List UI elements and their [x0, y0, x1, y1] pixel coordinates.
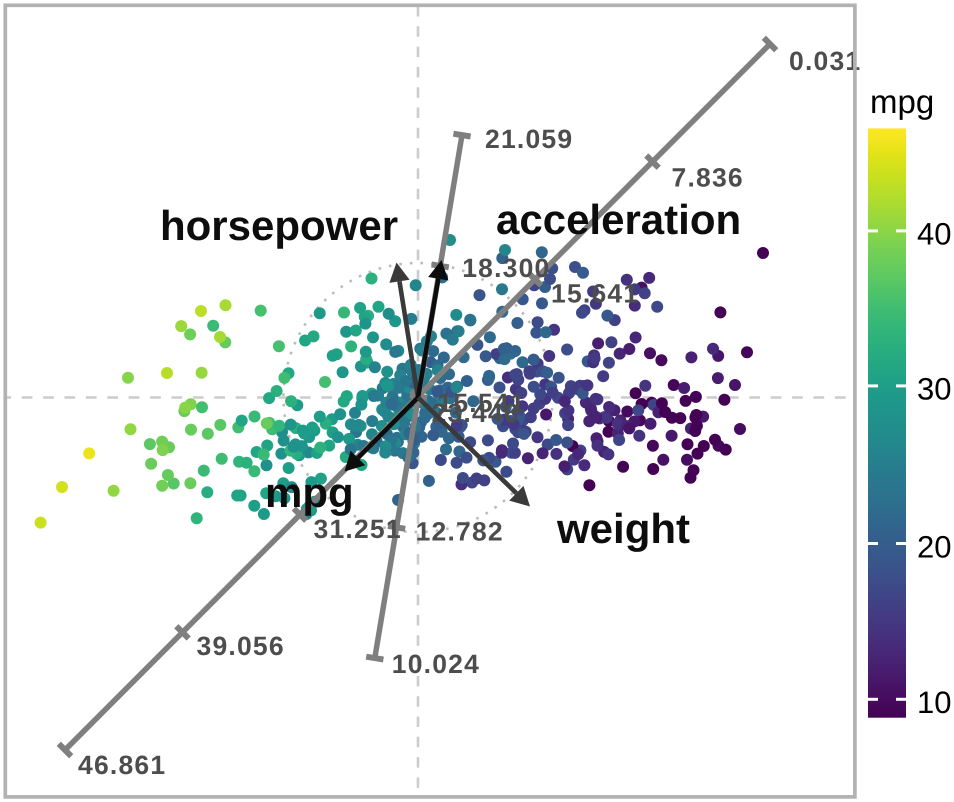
svg-text:horsepower: horsepower	[160, 202, 398, 249]
svg-text:46.861: 46.861	[78, 750, 166, 780]
svg-text:mpg: mpg	[265, 469, 354, 516]
svg-text:12.782: 12.782	[416, 516, 504, 546]
svg-text:31.251: 31.251	[314, 514, 402, 544]
svg-text:18.300: 18.300	[462, 253, 550, 283]
svg-text:20: 20	[917, 529, 951, 564]
svg-text:30: 30	[917, 372, 951, 407]
svg-text:39.056: 39.056	[197, 631, 285, 661]
svg-text:15.641: 15.641	[551, 278, 639, 308]
svg-text:15.541: 15.541	[437, 388, 525, 418]
svg-text:7.836: 7.836	[672, 163, 744, 193]
svg-text:21.059: 21.059	[485, 124, 573, 154]
svg-text:10.024: 10.024	[392, 649, 480, 679]
svg-text:weight: weight	[556, 505, 690, 552]
svg-text:10: 10	[917, 685, 951, 720]
svg-text:acceleration: acceleration	[496, 196, 741, 243]
svg-text:0.031: 0.031	[789, 46, 861, 76]
svg-text:mpg: mpg	[870, 83, 934, 120]
svg-text:40: 40	[917, 217, 951, 252]
